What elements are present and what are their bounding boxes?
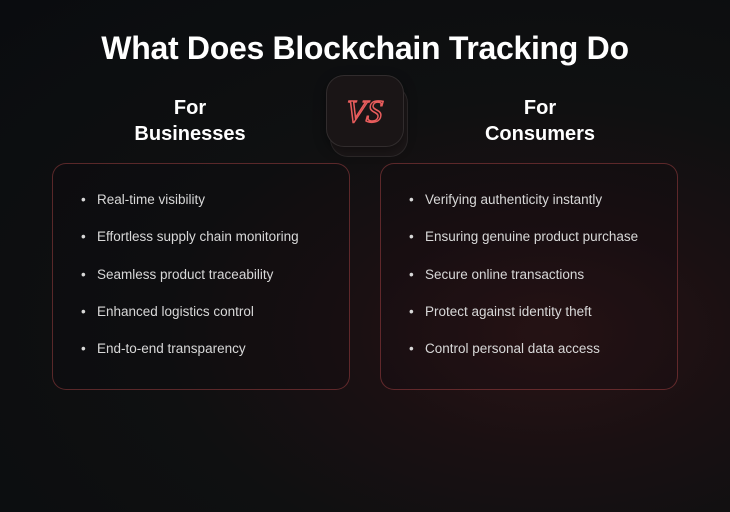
list-item: End-to-end transparency — [81, 339, 327, 359]
vs-badge: VS — [326, 75, 404, 147]
list-item: Secure online transactions — [409, 265, 655, 285]
list-item: Control personal data access — [409, 339, 655, 359]
page-title: What Does Blockchain Tracking Do — [0, 0, 730, 67]
vs-badge-container: VS — [326, 75, 404, 147]
list-item: Effortless supply chain monitoring — [81, 227, 327, 247]
consumers-list: Verifying authenticity instantly Ensurin… — [409, 190, 655, 359]
list-item: Verifying authenticity instantly — [409, 190, 655, 210]
list-item: Seamless product traceability — [81, 265, 327, 285]
comparison-container: For Businesses For Consumers VS Real-tim… — [0, 95, 730, 390]
consumers-card: Verifying authenticity instantly Ensurin… — [380, 163, 678, 390]
list-item: Protect against identity theft — [409, 302, 655, 322]
right-heading-line2: Consumers — [485, 123, 595, 145]
right-heading-line1: For — [524, 97, 556, 119]
left-heading-line2: Businesses — [134, 123, 245, 145]
left-heading: For Businesses — [100, 95, 280, 147]
list-item: Real-time visibility — [81, 190, 327, 210]
vs-label: VS — [344, 93, 385, 130]
columns: Real-time visibility Effortless supply c… — [52, 163, 678, 390]
list-item: Ensuring genuine product purchase — [409, 227, 655, 247]
businesses-card: Real-time visibility Effortless supply c… — [52, 163, 350, 390]
left-heading-line1: For — [174, 97, 206, 119]
right-heading: For Consumers — [450, 95, 630, 147]
businesses-list: Real-time visibility Effortless supply c… — [81, 190, 327, 359]
list-item: Enhanced logistics control — [81, 302, 327, 322]
